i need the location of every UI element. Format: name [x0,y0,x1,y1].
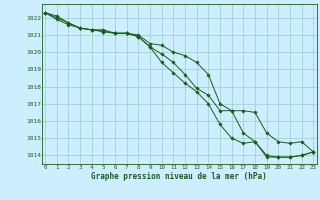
X-axis label: Graphe pression niveau de la mer (hPa): Graphe pression niveau de la mer (hPa) [91,172,267,181]
